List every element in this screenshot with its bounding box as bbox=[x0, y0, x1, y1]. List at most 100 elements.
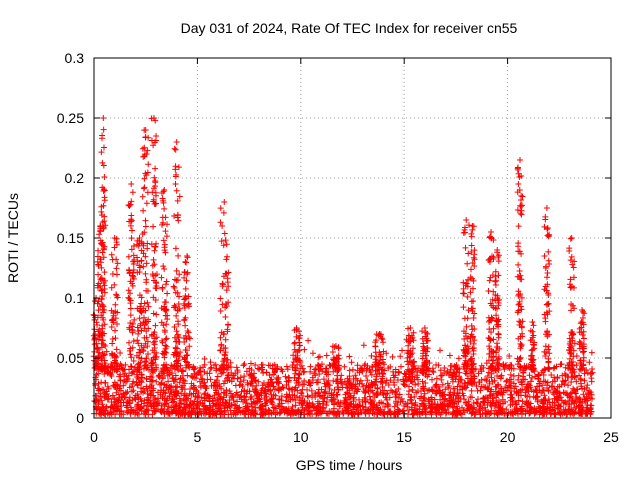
data-point bbox=[511, 385, 518, 392]
data-point bbox=[336, 411, 343, 418]
data-point bbox=[241, 361, 248, 368]
data-point bbox=[542, 315, 549, 322]
data-point bbox=[206, 370, 213, 377]
data-point bbox=[320, 376, 327, 383]
data-point bbox=[128, 198, 135, 205]
data-point bbox=[113, 265, 120, 272]
data-point bbox=[136, 262, 143, 269]
data-point bbox=[113, 381, 120, 388]
data-point bbox=[471, 411, 478, 418]
data-point bbox=[347, 392, 354, 399]
data-point bbox=[174, 365, 181, 372]
data-point bbox=[151, 261, 158, 268]
data-point bbox=[436, 390, 443, 397]
data-point bbox=[137, 359, 144, 366]
data-point bbox=[460, 290, 467, 297]
data-point bbox=[471, 256, 478, 263]
data-point bbox=[545, 248, 552, 255]
data-point bbox=[584, 407, 591, 414]
data-point bbox=[172, 173, 179, 180]
data-point bbox=[331, 410, 338, 417]
data-point bbox=[384, 390, 391, 397]
data-point bbox=[383, 394, 390, 401]
data-point bbox=[190, 384, 197, 391]
data-point bbox=[372, 356, 379, 363]
data-point bbox=[135, 330, 142, 337]
data-point bbox=[518, 211, 525, 218]
data-point bbox=[485, 397, 492, 404]
data-point bbox=[461, 315, 468, 322]
data-point bbox=[201, 368, 208, 375]
data-point bbox=[262, 410, 269, 417]
data-point bbox=[100, 316, 107, 323]
data-point bbox=[576, 366, 583, 373]
data-point bbox=[328, 396, 335, 403]
data-point bbox=[220, 394, 227, 401]
data-point bbox=[208, 364, 215, 371]
data-point bbox=[127, 218, 134, 225]
data-point bbox=[297, 359, 304, 366]
data-point bbox=[495, 302, 502, 309]
data-point bbox=[473, 399, 480, 406]
data-point bbox=[98, 276, 105, 283]
data-point bbox=[348, 359, 355, 366]
data-point bbox=[578, 343, 585, 350]
data-point bbox=[494, 247, 501, 253]
data-point bbox=[460, 407, 467, 414]
data-point bbox=[542, 343, 549, 350]
data-point bbox=[111, 281, 118, 288]
data-point bbox=[463, 384, 470, 391]
data-point bbox=[99, 306, 106, 313]
data-point bbox=[137, 378, 144, 385]
data-point bbox=[111, 394, 118, 401]
data-point bbox=[140, 207, 147, 214]
data-point bbox=[209, 398, 216, 405]
data-point bbox=[567, 276, 574, 283]
data-point bbox=[122, 361, 129, 368]
data-point bbox=[212, 386, 219, 393]
data-point bbox=[368, 352, 375, 359]
data-point bbox=[464, 260, 471, 267]
data-point bbox=[387, 408, 394, 415]
y-tick-label: 0.05 bbox=[57, 350, 84, 366]
data-point bbox=[293, 380, 300, 387]
data-point bbox=[114, 402, 121, 409]
data-point bbox=[412, 381, 419, 388]
data-point bbox=[101, 289, 108, 296]
data-point bbox=[92, 361, 99, 368]
data-point bbox=[402, 382, 409, 389]
data-point bbox=[394, 406, 401, 413]
data-point bbox=[488, 329, 495, 336]
data-point bbox=[481, 404, 488, 411]
data-point bbox=[372, 367, 379, 374]
data-point bbox=[195, 369, 202, 376]
data-point bbox=[170, 398, 177, 405]
data-point bbox=[256, 405, 263, 412]
data-point bbox=[567, 284, 574, 291]
data-point bbox=[215, 390, 222, 397]
data-point bbox=[100, 144, 107, 151]
data-point bbox=[245, 406, 252, 413]
data-point bbox=[349, 366, 356, 373]
data-point bbox=[224, 404, 231, 411]
data-point bbox=[433, 381, 440, 388]
data-point bbox=[134, 254, 141, 261]
data-point bbox=[506, 376, 513, 383]
data-point bbox=[142, 134, 149, 141]
data-point bbox=[332, 395, 339, 402]
data-point bbox=[354, 362, 361, 369]
data-point bbox=[121, 366, 128, 373]
data-point bbox=[492, 277, 499, 284]
data-point bbox=[332, 365, 339, 372]
data-point bbox=[424, 337, 431, 344]
data-point bbox=[186, 390, 193, 397]
data-point bbox=[515, 392, 522, 399]
data-point bbox=[495, 272, 502, 279]
data-point bbox=[465, 307, 472, 314]
data-point bbox=[508, 365, 515, 372]
data-point bbox=[175, 300, 182, 307]
data-point bbox=[469, 355, 476, 362]
data-point bbox=[350, 381, 357, 388]
data-point bbox=[462, 244, 469, 251]
data-point bbox=[243, 390, 250, 397]
